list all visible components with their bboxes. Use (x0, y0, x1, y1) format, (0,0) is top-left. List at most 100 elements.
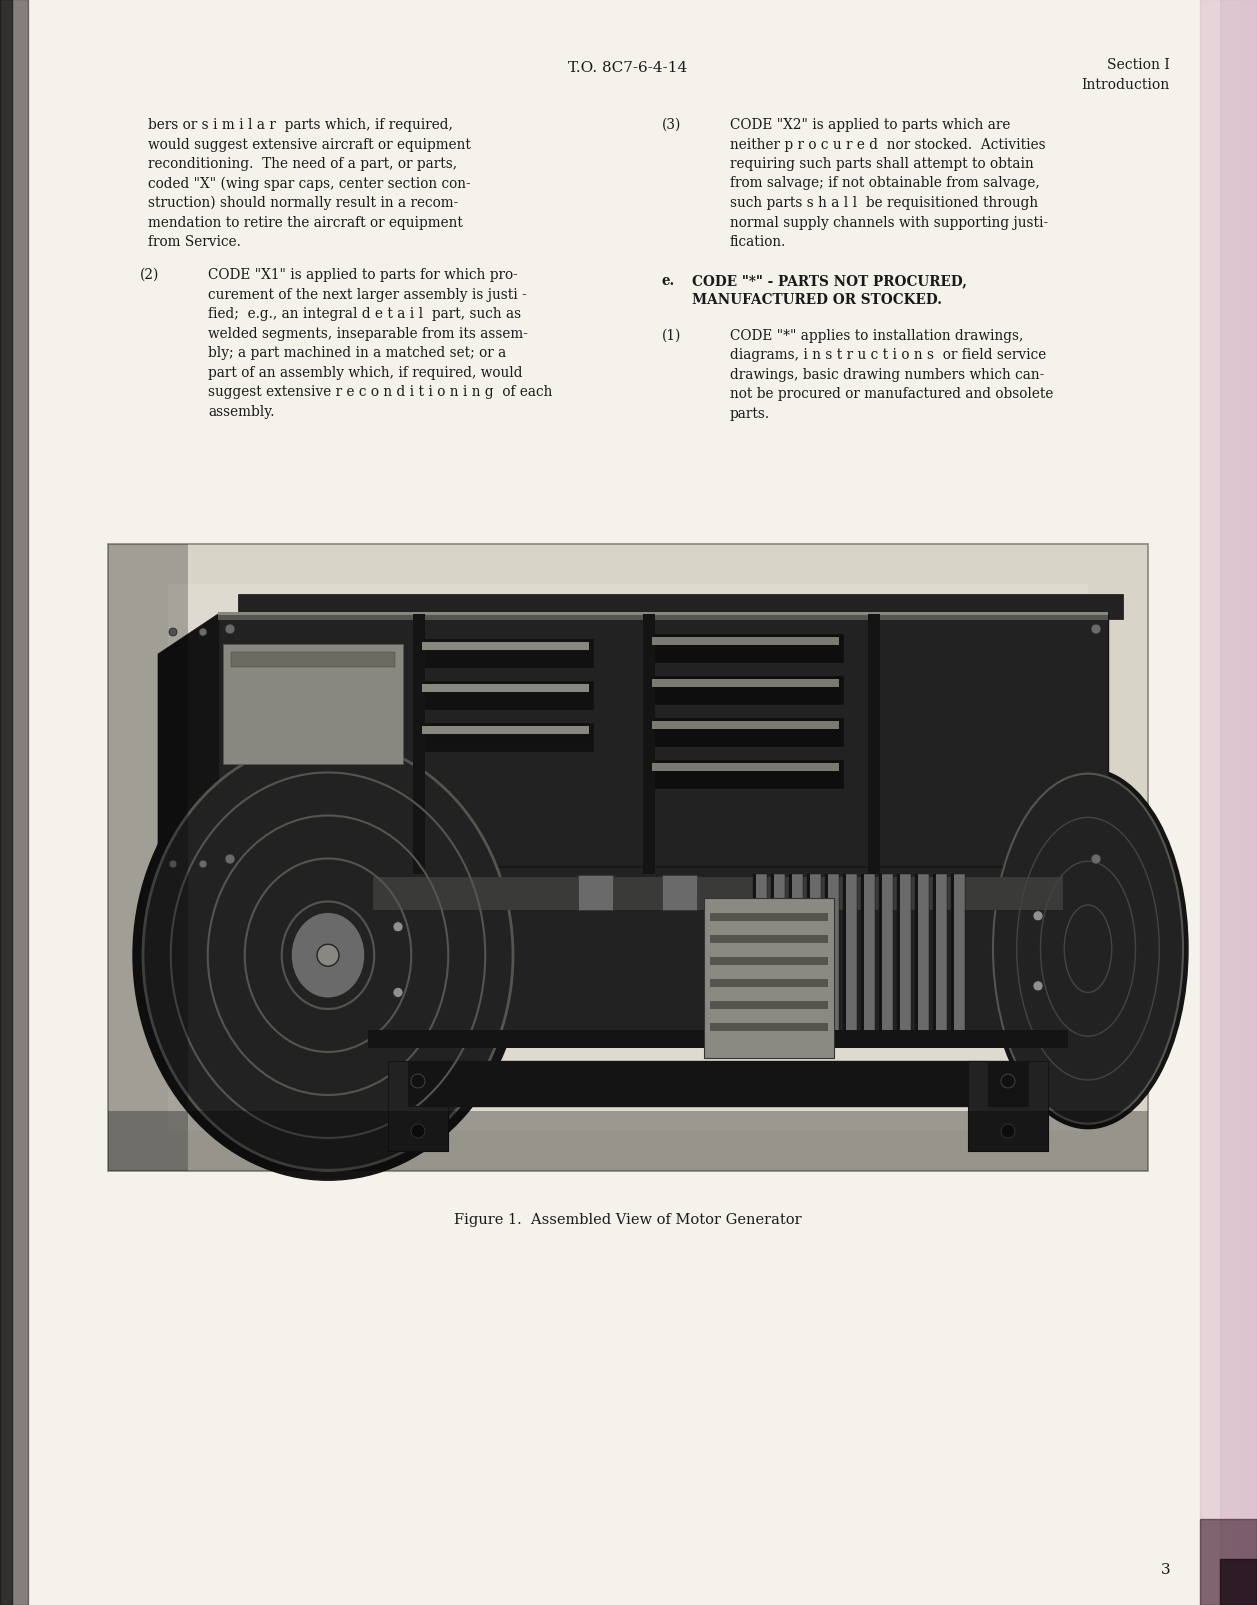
Bar (649, 677, 843, 705)
Ellipse shape (292, 913, 365, 998)
Bar (710, 913, 828, 921)
Bar (652, 722, 838, 730)
Bar (1200, 1518, 1257, 1605)
Bar (897, 875, 911, 1032)
Bar (915, 875, 929, 1032)
Bar (217, 613, 1107, 621)
Ellipse shape (168, 629, 177, 637)
Bar (422, 727, 590, 735)
Text: 3: 3 (1160, 1562, 1170, 1576)
Bar (807, 875, 810, 1032)
Bar (710, 1024, 828, 1032)
Bar (419, 682, 593, 709)
Text: would suggest extensive aircraft or equipment: would suggest extensive aircraft or equi… (148, 138, 471, 151)
Text: Figure 1.  Assembled View of Motor Generator: Figure 1. Assembled View of Motor Genera… (454, 1212, 802, 1226)
Ellipse shape (1091, 854, 1101, 865)
Bar (1221, 0, 1257, 1605)
Ellipse shape (993, 774, 1183, 1124)
Ellipse shape (393, 923, 403, 933)
Bar (869, 615, 880, 875)
Ellipse shape (133, 730, 523, 1181)
Bar (108, 544, 1148, 1172)
Ellipse shape (411, 1124, 425, 1138)
Bar (217, 613, 1107, 616)
Text: CODE "X1" is applied to parts for which pro-: CODE "X1" is applied to parts for which … (207, 268, 518, 282)
Bar (952, 875, 965, 1032)
Text: (3): (3) (662, 117, 681, 132)
Bar (409, 1061, 1028, 1106)
Text: mendation to retire the aircraft or equipment: mendation to retire the aircraft or equi… (148, 215, 463, 230)
Bar (419, 640, 593, 668)
Bar (373, 878, 1063, 910)
Text: CODE "*" applies to installation drawings,: CODE "*" applies to installation drawing… (730, 329, 1023, 342)
Ellipse shape (1033, 981, 1043, 992)
Ellipse shape (393, 987, 403, 998)
Bar (644, 615, 655, 875)
Text: requiring such parts shall attempt to obtain: requiring such parts shall attempt to ob… (730, 157, 1033, 170)
Ellipse shape (1001, 1124, 1014, 1138)
Ellipse shape (225, 624, 235, 634)
Bar (825, 875, 828, 1032)
Ellipse shape (168, 860, 177, 868)
Bar (825, 875, 838, 1032)
Bar (933, 875, 936, 1032)
Text: (1): (1) (662, 329, 681, 342)
Bar (368, 1030, 1068, 1048)
Text: e.: e. (662, 274, 675, 287)
Ellipse shape (1033, 912, 1043, 921)
Text: suggest extensive r e c o n d i t i o n i n g  of each: suggest extensive r e c o n d i t i o n … (207, 385, 552, 400)
Ellipse shape (317, 945, 339, 966)
Text: fied;  e.g., an integral d e t a i l  part, such as: fied; e.g., an integral d e t a i l part… (207, 307, 522, 321)
Bar (231, 653, 395, 668)
Text: T.O. 8C7-6-4-14: T.O. 8C7-6-4-14 (568, 61, 688, 75)
Bar (771, 875, 774, 1032)
Bar (419, 724, 593, 751)
Bar (771, 875, 786, 1032)
Bar (652, 637, 838, 645)
Text: reconditioning.  The need of a part, or parts,: reconditioning. The need of a part, or p… (148, 157, 458, 170)
Bar (422, 642, 590, 650)
Text: parts.: parts. (730, 406, 771, 421)
Bar (710, 936, 828, 944)
Bar (710, 1002, 828, 1010)
Text: CODE "*" - PARTS NOT PROCURED,: CODE "*" - PARTS NOT PROCURED, (693, 274, 967, 287)
Bar (789, 875, 792, 1032)
Text: from salvage; if not obtainable from salvage,: from salvage; if not obtainable from sal… (730, 177, 1040, 191)
Text: neither p r o c u r e d  nor stocked.  Activities: neither p r o c u r e d nor stocked. Act… (730, 138, 1046, 151)
Bar (217, 615, 1107, 875)
Bar (652, 764, 838, 772)
Bar (222, 645, 403, 764)
Bar (422, 685, 590, 693)
Bar (807, 875, 821, 1032)
Bar (879, 875, 892, 1032)
Text: coded "X" (wing spar caps, center section con-: coded "X" (wing spar caps, center sectio… (148, 177, 470, 191)
Bar (649, 634, 843, 663)
Ellipse shape (1091, 624, 1101, 634)
Text: such parts s h a l l  be requisitioned through: such parts s h a l l be requisitioned th… (730, 196, 1038, 210)
Text: CODE "X2" is applied to parts which are: CODE "X2" is applied to parts which are (730, 117, 1011, 132)
Bar (843, 875, 857, 1032)
Text: (2): (2) (140, 268, 160, 282)
Bar (710, 958, 828, 966)
Bar (753, 875, 767, 1032)
FancyBboxPatch shape (363, 867, 1073, 1042)
Text: from Service.: from Service. (148, 234, 241, 249)
Ellipse shape (199, 860, 207, 868)
Text: not be procured or manufactured and obsolete: not be procured or manufactured and obso… (730, 387, 1053, 401)
Bar (649, 761, 843, 788)
Bar (108, 544, 189, 1172)
Text: curement of the next larger assembly is justi -: curement of the next larger assembly is … (207, 287, 527, 302)
Bar (952, 875, 954, 1032)
Bar (704, 899, 833, 1059)
Bar (1221, 1558, 1257, 1605)
Text: bly; a part machined in a matched set; or a: bly; a part machined in a matched set; o… (207, 347, 507, 360)
Bar (843, 875, 846, 1032)
Text: diagrams, i n s t r u c t i o n s  or field service: diagrams, i n s t r u c t i o n s or fie… (730, 348, 1046, 361)
Bar (915, 875, 918, 1032)
Bar (649, 719, 843, 746)
Bar (1200, 0, 1257, 1605)
Polygon shape (158, 615, 217, 915)
Text: normal supply channels with supporting justi-: normal supply channels with supporting j… (730, 215, 1048, 230)
Polygon shape (388, 1061, 447, 1151)
Bar (710, 979, 828, 987)
